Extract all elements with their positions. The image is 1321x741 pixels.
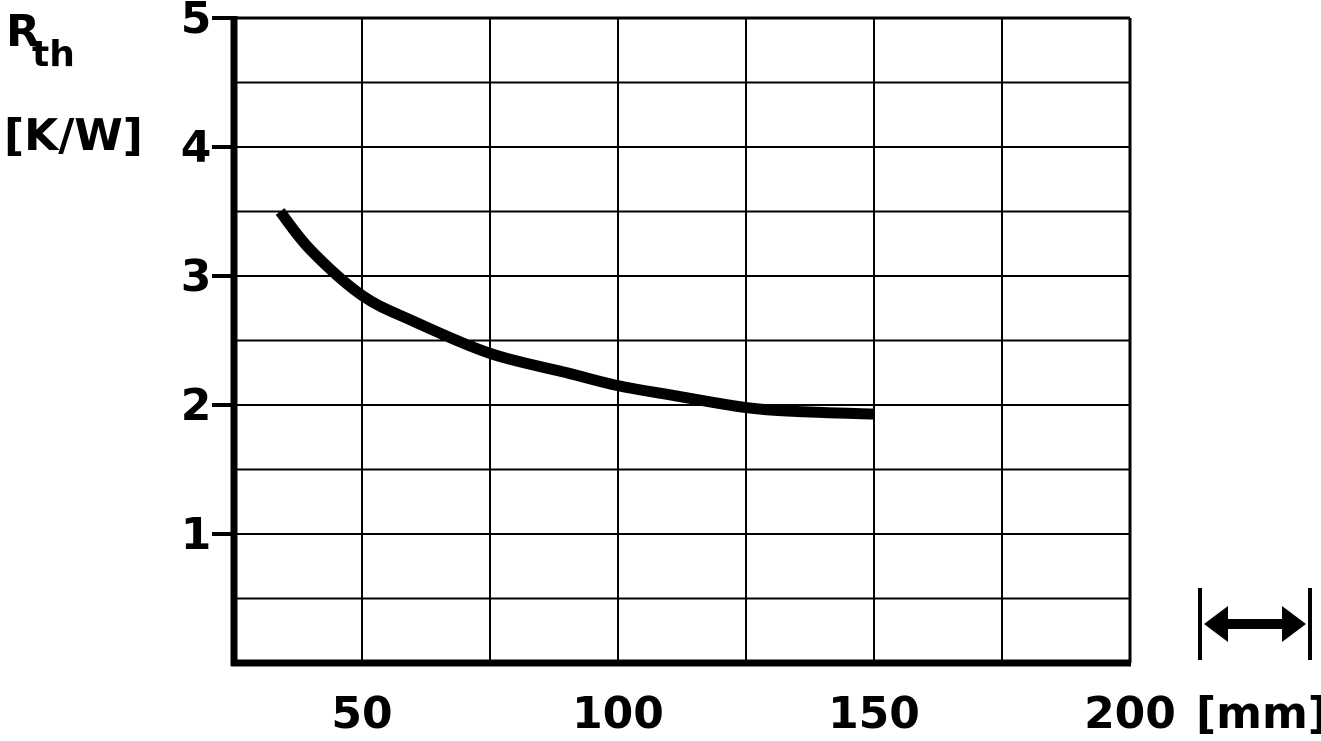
series-line xyxy=(275,208,875,420)
y-axis-label-subscript: th xyxy=(32,34,75,75)
x-tick-labels: 50 100 150 200 xyxy=(331,688,1176,739)
y-tick-label: 3 xyxy=(181,251,212,302)
x-tick-label: 200 xyxy=(1084,688,1176,739)
x-tick-label: 100 xyxy=(572,688,664,739)
y-tick-label: 1 xyxy=(181,509,212,560)
x-tick-label: 50 xyxy=(331,688,392,739)
y-tick-label: 4 xyxy=(181,122,212,173)
grid xyxy=(234,18,1130,663)
y-tick-label: 2 xyxy=(181,380,212,431)
y-tick-label: 5 xyxy=(181,0,212,44)
y-axis-label: R xyxy=(6,6,40,57)
x-axis-unit: [mm] xyxy=(1196,688,1321,739)
y-tick-labels: 1 2 3 4 5 xyxy=(181,0,234,560)
axes xyxy=(230,16,1132,667)
series-layer xyxy=(275,208,875,420)
y-axis-unit: [K/W] xyxy=(4,110,143,161)
length-dimension-arrow-icon xyxy=(1198,588,1312,660)
x-tick-label: 150 xyxy=(828,688,920,739)
